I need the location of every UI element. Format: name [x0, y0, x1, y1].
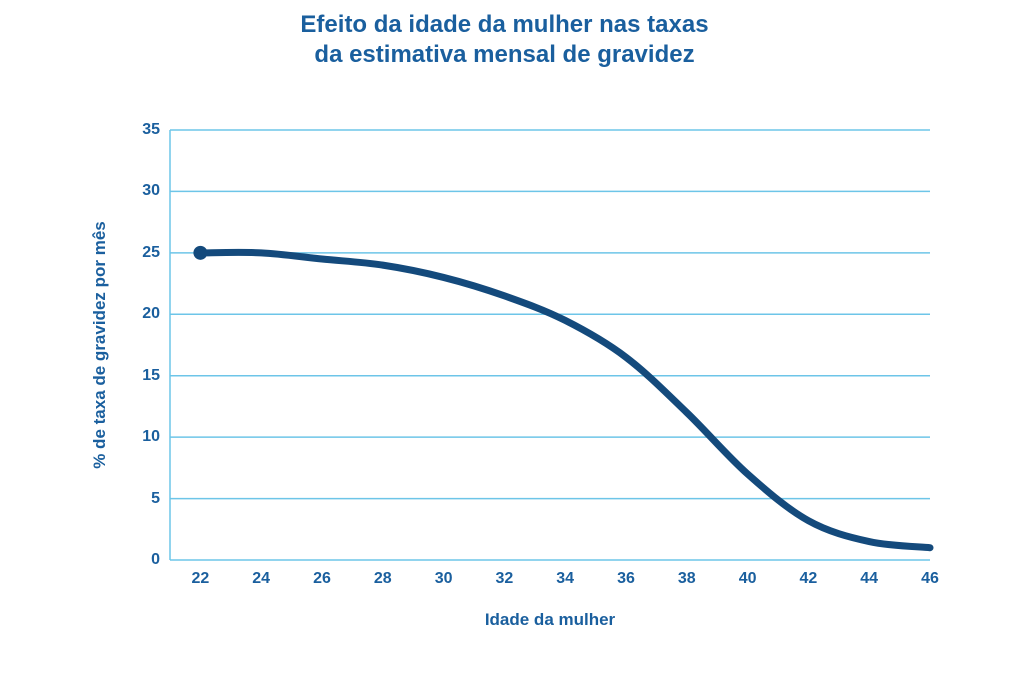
- x-tick-label: 46: [910, 570, 950, 588]
- y-tick-label: 15: [120, 367, 160, 385]
- x-tick-label: 22: [180, 570, 220, 588]
- y-tick-label: 25: [120, 244, 160, 262]
- y-tick-label: 35: [120, 121, 160, 139]
- y-tick-label: 0: [120, 551, 160, 569]
- x-tick-label: 30: [424, 570, 464, 588]
- x-tick-label: 38: [667, 570, 707, 588]
- chart-title: Efeito da idade da mulher nas taxas da e…: [0, 10, 1009, 70]
- x-tick-label: 42: [788, 570, 828, 588]
- x-axis-label: Idade da mulher: [170, 610, 930, 630]
- x-tick-label: 32: [484, 570, 524, 588]
- x-tick-label: 34: [545, 570, 585, 588]
- start-marker: [193, 246, 207, 260]
- y-axis-label: % de taxa de gravidez por mês: [90, 130, 110, 560]
- y-tick-label: 20: [120, 305, 160, 323]
- x-tick-label: 28: [363, 570, 403, 588]
- y-tick-label: 10: [120, 428, 160, 446]
- plot-area: [170, 130, 930, 560]
- chart-title-line2: da estimativa mensal de gravidez: [314, 41, 694, 68]
- data-line: [200, 252, 930, 547]
- x-tick-label: 40: [728, 570, 768, 588]
- chart-title-line1: Efeito da idade da mulher nas taxas: [300, 11, 708, 38]
- x-tick-label: 26: [302, 570, 342, 588]
- x-tick-label: 36: [606, 570, 646, 588]
- y-tick-label: 30: [120, 182, 160, 200]
- y-tick-label: 5: [120, 490, 160, 508]
- x-tick-label: 24: [241, 570, 281, 588]
- x-tick-label: 44: [849, 570, 889, 588]
- chart-svg: [170, 130, 930, 560]
